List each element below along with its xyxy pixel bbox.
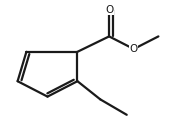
Text: O: O [105,5,113,15]
Text: O: O [130,44,138,54]
